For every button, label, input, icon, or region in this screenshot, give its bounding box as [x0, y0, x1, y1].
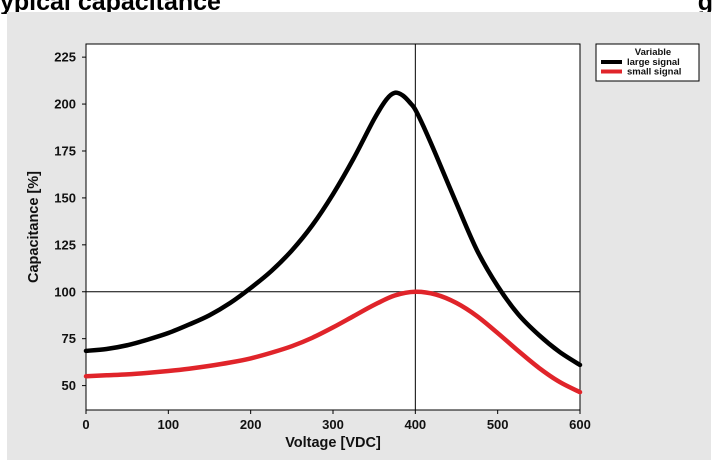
x-tick-label: 400 — [404, 417, 426, 432]
page-title: ypical capacitance g — [0, 0, 719, 14]
page-title-left: ypical capacitance — [0, 0, 221, 14]
y-tick-label: 150 — [54, 190, 76, 205]
x-tick-label: 300 — [322, 417, 344, 432]
series-line-small-signal — [83, 289, 583, 395]
y-tick-label: 100 — [54, 284, 76, 299]
legend-label-small-signal: small signal — [627, 67, 681, 78]
plot-area — [85, 43, 581, 411]
y-tick-label: 200 — [54, 97, 76, 112]
y-tick-label: 75 — [62, 331, 76, 346]
x-tick-label: 0 — [82, 417, 89, 432]
legend-label-large-signal: large signal — [627, 57, 680, 68]
y-tick-label: 125 — [54, 237, 76, 252]
x-tick-label: 200 — [240, 417, 262, 432]
legend-title: Variable — [635, 47, 671, 58]
y-tick-label: 50 — [62, 378, 76, 393]
series-line-large-signal — [83, 90, 583, 368]
y-tick-label: 175 — [54, 143, 76, 158]
y-axis-label: Capacitance [%] — [26, 171, 42, 283]
x-tick-label: 500 — [487, 417, 509, 432]
y-tick-label: 225 — [54, 50, 76, 65]
page-title-right: g — [697, 0, 713, 14]
x-tick-label: 600 — [569, 417, 591, 432]
x-tick-label: 100 — [157, 417, 179, 432]
x-axis-label: Voltage [VDC] — [285, 435, 381, 451]
